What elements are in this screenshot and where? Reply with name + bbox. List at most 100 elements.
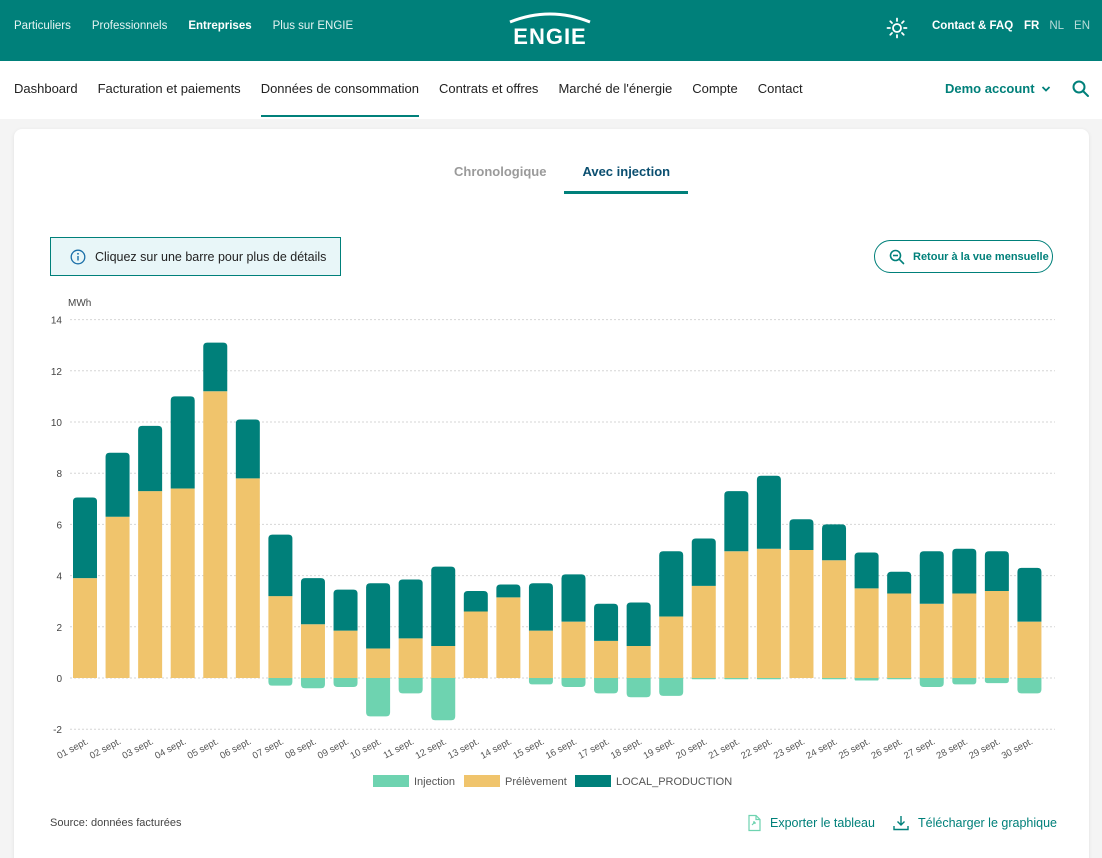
bar-prelevement[interactable] — [73, 578, 97, 678]
bar-prelevement[interactable] — [952, 593, 977, 678]
bar-prelevement[interactable] — [431, 646, 456, 678]
bar-local-production[interactable] — [203, 342, 228, 392]
bar-local-production[interactable] — [333, 589, 358, 631]
bar-prelevement[interactable] — [626, 646, 651, 678]
legend-prelevement[interactable]: Prélèvement — [505, 776, 567, 788]
bar-injection[interactable] — [366, 678, 391, 717]
bar-prelevement[interactable] — [398, 638, 423, 678]
back-to-monthly-button[interactable]: Retour à la vue mensuelle — [874, 240, 1053, 273]
bar-local-production[interactable] — [170, 396, 195, 489]
bar-local-production[interactable] — [626, 602, 651, 646]
bar-prelevement[interactable] — [138, 491, 163, 678]
nav-donnees-consommation[interactable]: Données de consommation — [260, 61, 420, 119]
bar-prelevement[interactable] — [822, 560, 847, 678]
nav-facturation[interactable]: Facturation et paiements — [97, 81, 241, 96]
lang-fr[interactable]: FR — [1024, 20, 1040, 32]
bar-injection[interactable] — [594, 678, 619, 694]
segment-entreprises[interactable]: Entreprises — [188, 20, 252, 32]
bar-prelevement[interactable] — [724, 551, 749, 678]
bar-prelevement[interactable] — [333, 630, 358, 678]
search-icon[interactable] — [1071, 79, 1091, 99]
tab-avec-injection[interactable]: Avec injection — [564, 161, 689, 194]
bar-prelevement[interactable] — [659, 616, 684, 678]
bar-injection[interactable] — [854, 678, 879, 681]
bar-local-production[interactable] — [724, 491, 749, 552]
bar-local-production[interactable] — [268, 534, 293, 597]
nav-contact[interactable]: Contact — [757, 81, 803, 96]
download-chart-button[interactable]: Télécharger le graphique — [892, 814, 1057, 832]
bar-local-production[interactable] — [138, 425, 163, 492]
bar-prelevement[interactable] — [300, 624, 325, 678]
bar-injection[interactable] — [528, 678, 553, 685]
bar-injection[interactable] — [659, 678, 684, 696]
contact-faq-link[interactable]: Contact & FAQ — [932, 20, 1014, 32]
bar-local-production[interactable] — [659, 551, 684, 617]
legend-injection[interactable]: Injection — [414, 776, 455, 788]
bar-injection[interactable] — [919, 678, 944, 687]
bar-injection[interactable] — [398, 678, 423, 694]
nav-compte[interactable]: Compte — [692, 81, 738, 96]
bar-injection[interactable] — [333, 678, 358, 687]
bar-injection[interactable] — [822, 678, 847, 680]
bar-injection[interactable] — [691, 678, 716, 680]
bar-local-production[interactable] — [496, 584, 521, 598]
bar-local-production[interactable] — [789, 519, 814, 550]
bar-prelevement[interactable] — [105, 516, 130, 678]
bar-prelevement[interactable] — [561, 621, 586, 678]
bar-prelevement[interactable] — [1017, 621, 1042, 678]
bar-local-production[interactable] — [887, 571, 912, 594]
bar-injection[interactable] — [756, 678, 781, 680]
bar-local-production[interactable] — [366, 583, 391, 649]
legend-prelevement-swatch[interactable] — [464, 775, 500, 787]
bar-injection[interactable] — [431, 678, 456, 721]
bar-local-production[interactable] — [984, 551, 1009, 591]
bar-prelevement[interactable] — [887, 593, 912, 678]
bar-injection[interactable] — [887, 678, 912, 680]
bar-prelevement[interactable] — [496, 597, 521, 678]
engie-logo[interactable]: ENGIE — [502, 10, 598, 50]
bar-injection[interactable] — [561, 678, 586, 687]
bar-prelevement[interactable] — [268, 596, 293, 678]
legend-local-production[interactable]: LOCAL_PRODUCTION — [616, 776, 732, 788]
bar-prelevement[interactable] — [984, 590, 1009, 678]
legend-local-production-swatch[interactable] — [575, 775, 611, 787]
bar-injection[interactable] — [1017, 678, 1042, 694]
bar-prelevement[interactable] — [170, 488, 195, 678]
bar-local-production[interactable] — [398, 579, 423, 639]
bar-injection[interactable] — [300, 678, 325, 689]
lang-nl[interactable]: NL — [1049, 20, 1065, 32]
bar-prelevement[interactable] — [528, 630, 553, 678]
account-dropdown[interactable]: Demo account — [945, 81, 1051, 96]
bar-local-production[interactable] — [1017, 567, 1042, 622]
bar-prelevement[interactable] — [203, 391, 228, 678]
bar-prelevement[interactable] — [919, 603, 944, 678]
bar-prelevement[interactable] — [366, 648, 391, 678]
bar-local-production[interactable] — [528, 583, 553, 631]
nav-contrats[interactable]: Contrats et offres — [438, 81, 539, 96]
segment-professionnels[interactable]: Professionnels — [91, 20, 168, 32]
bar-local-production[interactable] — [561, 574, 586, 622]
theme-sun-icon[interactable] — [886, 17, 908, 39]
bar-local-production[interactable] — [952, 548, 977, 594]
bar-local-production[interactable] — [105, 452, 130, 517]
bar-prelevement[interactable] — [463, 611, 488, 678]
bar-injection[interactable] — [268, 678, 293, 686]
bar-local-production[interactable] — [756, 475, 781, 549]
bar-prelevement[interactable] — [235, 478, 260, 678]
bar-local-production[interactable] — [691, 538, 716, 586]
bar-local-production[interactable] — [854, 552, 879, 589]
nav-marche[interactable]: Marché de l'énergie — [558, 81, 673, 96]
bar-local-production[interactable] — [73, 497, 97, 579]
bar-injection[interactable] — [724, 678, 749, 680]
bar-prelevement[interactable] — [691, 585, 716, 678]
bar-local-production[interactable] — [822, 524, 847, 561]
lang-en[interactable]: EN — [1074, 20, 1091, 32]
segment-plus-sur-engie[interactable]: Plus sur ENGIE — [272, 20, 354, 32]
segment-particuliers[interactable]: Particuliers — [14, 20, 71, 32]
bar-prelevement[interactable] — [594, 640, 619, 678]
bar-prelevement[interactable] — [756, 548, 781, 678]
export-table-button[interactable]: Exporter le tableau — [746, 814, 875, 832]
bar-injection[interactable] — [984, 678, 1009, 684]
bar-local-production[interactable] — [431, 566, 456, 646]
bar-injection[interactable] — [626, 678, 651, 698]
